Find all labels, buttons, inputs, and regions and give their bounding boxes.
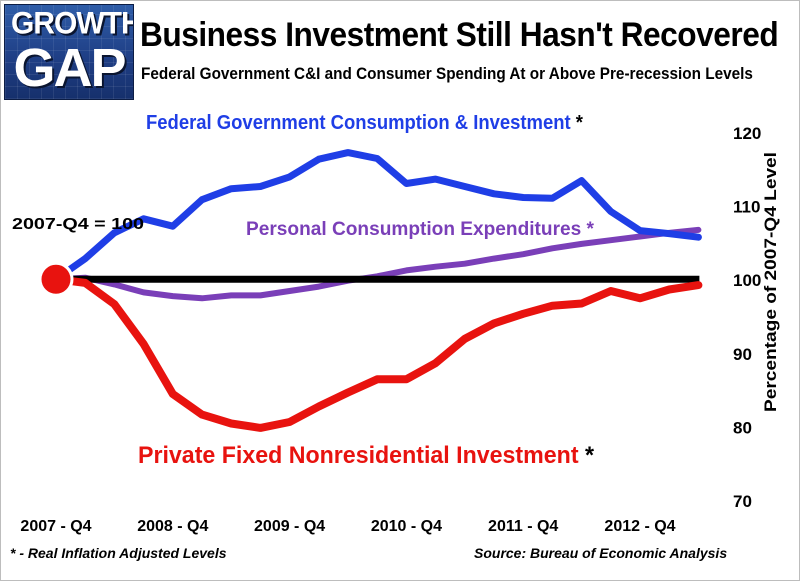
growth-gap-logo: GROWTH GAP — [4, 4, 134, 100]
footnote: * - Real Inflation Adjusted Levels — [10, 545, 227, 561]
x-axis: 2007 - Q4 2008 - Q4 2009 - Q4 2010 - Q4 2011… — [20, 518, 675, 535]
chart-subtitle: Federal Government C&I and Consumer Spen… — [141, 64, 753, 83]
series-label-private-asterisk: * — [585, 442, 595, 469]
x-tick-label: 2012 - Q4 — [604, 518, 675, 535]
logo-line-2: GAP — [13, 38, 126, 98]
series-label-federal: Federal Government Consumption & Investm… — [146, 112, 583, 134]
series-line-federal — [52, 149, 702, 283]
x-tick-label: 2011 - Q4 — [488, 518, 558, 535]
y-axis-title: Percentage of 2007-Q4 Level — [761, 152, 780, 412]
series-lines — [38, 149, 703, 432]
series-label-private-text: Private Fixed Nonresidential Investment — [138, 442, 579, 469]
logo-line-1: GROWTH — [11, 6, 134, 41]
y-tick-label: 110 — [733, 198, 760, 217]
series-label-pce: Personal Consumption Expenditures * — [246, 219, 595, 240]
series-label-private: Private Fixed Nonresidential Investment … — [138, 442, 595, 469]
start-marker — [38, 261, 74, 297]
source-note: Source: Bureau of Economic Analysis — [474, 545, 728, 561]
y-tick-label: 70 — [733, 492, 752, 511]
series-label-pce-asterisk: * — [587, 219, 595, 240]
series-label-federal-text: Federal Government Consumption & Investm… — [146, 112, 571, 134]
chart-title: Business Investment Still Hasn't Recover… — [140, 16, 779, 54]
y-tick-label: 120 — [733, 124, 761, 143]
series-line-private — [52, 275, 703, 432]
series-label-federal-asterisk: * — [576, 112, 583, 134]
y-tick-label: 80 — [733, 418, 752, 437]
x-tick-label: 2007 - Q4 — [20, 518, 91, 535]
x-tick-label: 2010 - Q4 — [371, 518, 442, 535]
x-tick-label: 2008 - Q4 — [137, 518, 208, 535]
series-label-pce-text: Personal Consumption Expenditures — [246, 219, 581, 240]
x-tick-label: 2009 - Q4 — [254, 518, 325, 535]
series-labels: Federal Government Consumption & Investm… — [12, 112, 780, 469]
logo-grid-pattern — [5, 5, 133, 99]
y-tick-label: 100 — [733, 271, 761, 290]
baseline-label: 2007-Q4 = 100 — [12, 216, 144, 233]
y-tick-label: 90 — [733, 345, 752, 364]
series-line-pce — [53, 226, 702, 302]
y-axis: 70 80 90 100 110 120 — [733, 124, 761, 511]
